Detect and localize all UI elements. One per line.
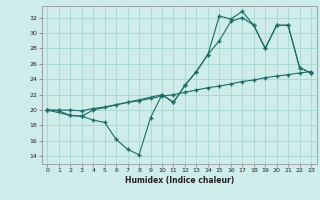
X-axis label: Humidex (Indice chaleur): Humidex (Indice chaleur) xyxy=(124,176,234,185)
